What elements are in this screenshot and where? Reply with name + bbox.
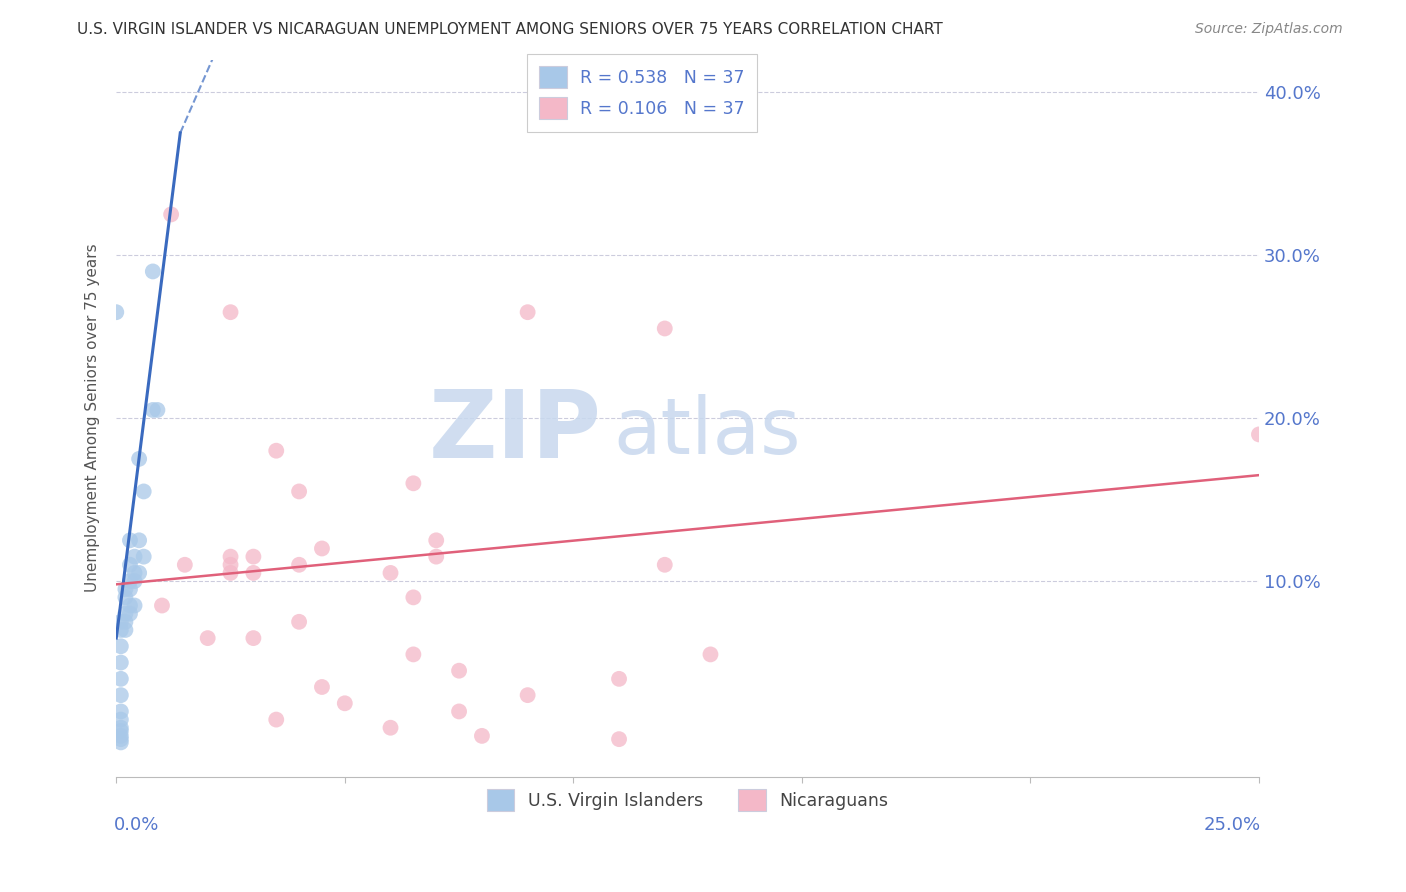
Point — [380, 721, 402, 735]
Point — [110, 713, 132, 727]
Point — [516, 688, 538, 702]
Point — [197, 631, 219, 645]
Point — [219, 558, 242, 572]
Point — [110, 672, 132, 686]
Point — [471, 729, 494, 743]
Point — [110, 732, 132, 747]
Point — [699, 648, 721, 662]
Point — [128, 451, 150, 466]
Point — [110, 735, 132, 749]
Point — [124, 549, 146, 564]
Point — [110, 623, 132, 637]
Point — [128, 533, 150, 548]
Point — [607, 672, 630, 686]
Point — [118, 533, 141, 548]
Legend: U.S. Virgin Islanders, Nicaraguans: U.S. Virgin Islanders, Nicaraguans — [477, 779, 898, 822]
Point — [516, 305, 538, 319]
Point — [242, 631, 264, 645]
Point — [105, 305, 128, 319]
Point — [402, 476, 425, 491]
Point — [160, 207, 183, 221]
Point — [114, 623, 136, 637]
Point — [402, 591, 425, 605]
Point — [333, 696, 356, 710]
Point — [124, 566, 146, 580]
Text: 25.0%: 25.0% — [1204, 816, 1261, 834]
Point — [173, 558, 195, 572]
Point — [142, 403, 165, 417]
Point — [110, 656, 132, 670]
Text: Source: ZipAtlas.com: Source: ZipAtlas.com — [1195, 22, 1343, 37]
Point — [311, 680, 333, 694]
Point — [110, 705, 132, 719]
Point — [264, 713, 287, 727]
Point — [219, 305, 242, 319]
Point — [219, 549, 242, 564]
Point — [288, 615, 311, 629]
Point — [132, 484, 155, 499]
Point — [110, 615, 132, 629]
Point — [118, 574, 141, 588]
Point — [110, 724, 132, 739]
Text: atlas: atlas — [613, 394, 801, 470]
Point — [242, 566, 264, 580]
Point — [118, 599, 141, 613]
Point — [288, 484, 311, 499]
Point — [242, 549, 264, 564]
Point — [146, 403, 169, 417]
Point — [425, 549, 447, 564]
Point — [654, 558, 676, 572]
Point — [110, 688, 132, 702]
Point — [142, 264, 165, 278]
Point — [449, 664, 471, 678]
Y-axis label: Unemployment Among Seniors over 75 years: Unemployment Among Seniors over 75 years — [86, 244, 100, 592]
Point — [425, 533, 447, 548]
Point — [114, 607, 136, 621]
Point — [118, 607, 141, 621]
Text: U.S. VIRGIN ISLANDER VS NICARAGUAN UNEMPLOYMENT AMONG SENIORS OVER 75 YEARS CORR: U.S. VIRGIN ISLANDER VS NICARAGUAN UNEMP… — [77, 22, 943, 37]
Point — [118, 558, 141, 572]
Point — [219, 566, 242, 580]
Point — [402, 648, 425, 662]
Point — [607, 732, 630, 747]
Point — [118, 582, 141, 597]
Text: 0.0%: 0.0% — [114, 816, 159, 834]
Point — [288, 558, 311, 572]
Point — [128, 566, 150, 580]
Point — [124, 574, 146, 588]
Point — [110, 721, 132, 735]
Point — [264, 443, 287, 458]
Text: ZIP: ZIP — [429, 386, 602, 478]
Point — [114, 615, 136, 629]
Point — [132, 549, 155, 564]
Point — [1247, 427, 1270, 442]
Point — [110, 729, 132, 743]
Point — [150, 599, 173, 613]
Point — [449, 705, 471, 719]
Point — [124, 599, 146, 613]
Point — [311, 541, 333, 556]
Point — [110, 640, 132, 654]
Point — [654, 321, 676, 335]
Point — [114, 591, 136, 605]
Point — [380, 566, 402, 580]
Point — [114, 582, 136, 597]
